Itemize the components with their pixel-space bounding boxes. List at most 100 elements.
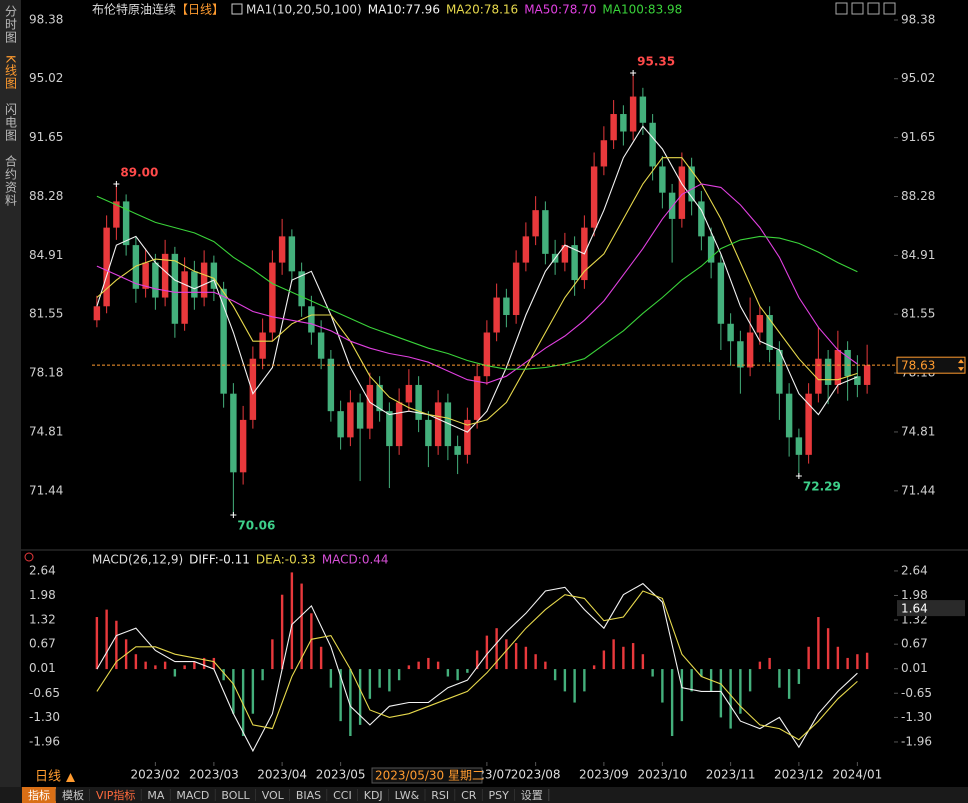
tab[interactable]: LW& [395,789,420,802]
candle-body [210,262,218,289]
candle-body [649,122,656,167]
y-tick-label-right: -1.30 [901,710,932,724]
candle-body [278,236,286,263]
period-label[interactable]: 日线 [35,770,61,785]
candle-body [688,166,695,202]
y-tick-label-right: -1.96 [901,734,932,748]
macd-bar [280,594,284,670]
tab[interactable]: VOL [262,789,285,802]
candle-body [347,402,354,438]
tab[interactable]: CCI [333,789,352,802]
y-tick-label: 84.91 [29,248,63,262]
candle-body [678,166,686,219]
y-tick-label: 0.01 [29,661,56,675]
macd-bar [700,669,703,677]
tab[interactable]: RSI [431,789,449,802]
y-tick-label: 74.81 [29,424,63,438]
macd-bar [339,669,342,722]
macd-bar [651,669,654,677]
x-tick-label: 2024/01 [832,768,882,782]
candle-body [610,114,617,141]
sidebar-tab[interactable]: K线图 [4,55,18,90]
tab[interactable]: MACD [176,789,209,802]
macd-bar [553,669,557,681]
y-tick-label-right: 71.44 [901,483,935,497]
macd-bar [680,669,684,722]
tab[interactable]: PSY [488,789,509,802]
candle-body [698,201,705,237]
macd-bar [163,661,167,670]
x-tick-label: 2023/08 [511,768,561,782]
macd-bar [485,635,489,670]
macd-bar [641,654,645,670]
cursor-date: 2023/05/30 星期二 [375,769,484,783]
candle-body [659,166,666,193]
macd-bar [154,665,157,670]
tab[interactable]: 设置 [521,789,543,802]
macd-bar [690,669,693,692]
candle-body [824,358,832,385]
candle-body [444,402,452,447]
tab[interactable]: MA [147,789,164,802]
candle-body [707,236,715,263]
tab[interactable]: 指标 [28,788,50,802]
line-series [96,157,858,426]
macd-bar [232,669,235,714]
macd-bar [349,669,352,737]
candle-body [230,393,237,473]
y-tick-label: 2.64 [29,563,56,577]
legend-entry: MA20:78.16 [446,3,518,17]
candle-body [249,358,257,420]
tab[interactable]: BIAS [296,789,321,802]
macd-bar [358,669,362,725]
line-series [96,183,858,384]
candle-body [815,358,822,394]
macd-bar [407,665,411,670]
candle-body [366,384,374,429]
candle-body [239,419,247,473]
candle-body [200,262,208,298]
tab[interactable]: BOLL [221,789,250,802]
candle-body [132,245,140,289]
period-arrow [66,773,75,782]
y-tick-label: -1.96 [29,734,60,748]
macd-bar [319,646,323,670]
candle-body [171,253,179,324]
candle-body [464,419,471,455]
candle-body [259,332,266,359]
extreme-label: 95.35 [637,54,675,68]
y-tick-label: 78.18 [29,366,63,380]
cursor-date-box [371,767,483,784]
sidebar-tab[interactable]: 闪电图 [4,103,18,142]
candle-body [600,140,608,167]
macd-bar [592,665,596,670]
macd-bar [670,669,674,737]
candle-body [844,349,851,377]
macd-bar [856,654,859,670]
extreme-label: 72.29 [803,479,841,493]
macd-bar [105,609,108,670]
candle-body [746,332,754,368]
candle-body [629,96,637,132]
x-tick-label: 2023/11 [706,768,756,782]
tab[interactable]: KDJ [364,789,383,802]
candle-body [795,437,803,455]
tab[interactable]: CR [461,789,477,802]
candle-body [863,365,871,385]
candle-body [191,271,198,298]
macd-bar [524,646,528,670]
macd-bar [748,669,752,692]
macd-bar [826,628,830,670]
candle-body [103,227,110,307]
candle-body [727,323,734,342]
candle-body [805,393,812,455]
tab[interactable]: VIP指标 [96,788,135,802]
macd-bar [95,617,99,670]
sidebar-tab[interactable]: 合约资料 [4,154,18,207]
legend-entry: DEA:-0.33 [256,553,316,567]
sidebar-tab[interactable]: 分时图 [4,5,18,44]
macd-bar [797,669,801,684]
x-tick-label: 2023/04 [257,768,307,782]
tab[interactable]: 模板 [62,788,84,802]
candle-body [425,419,432,447]
